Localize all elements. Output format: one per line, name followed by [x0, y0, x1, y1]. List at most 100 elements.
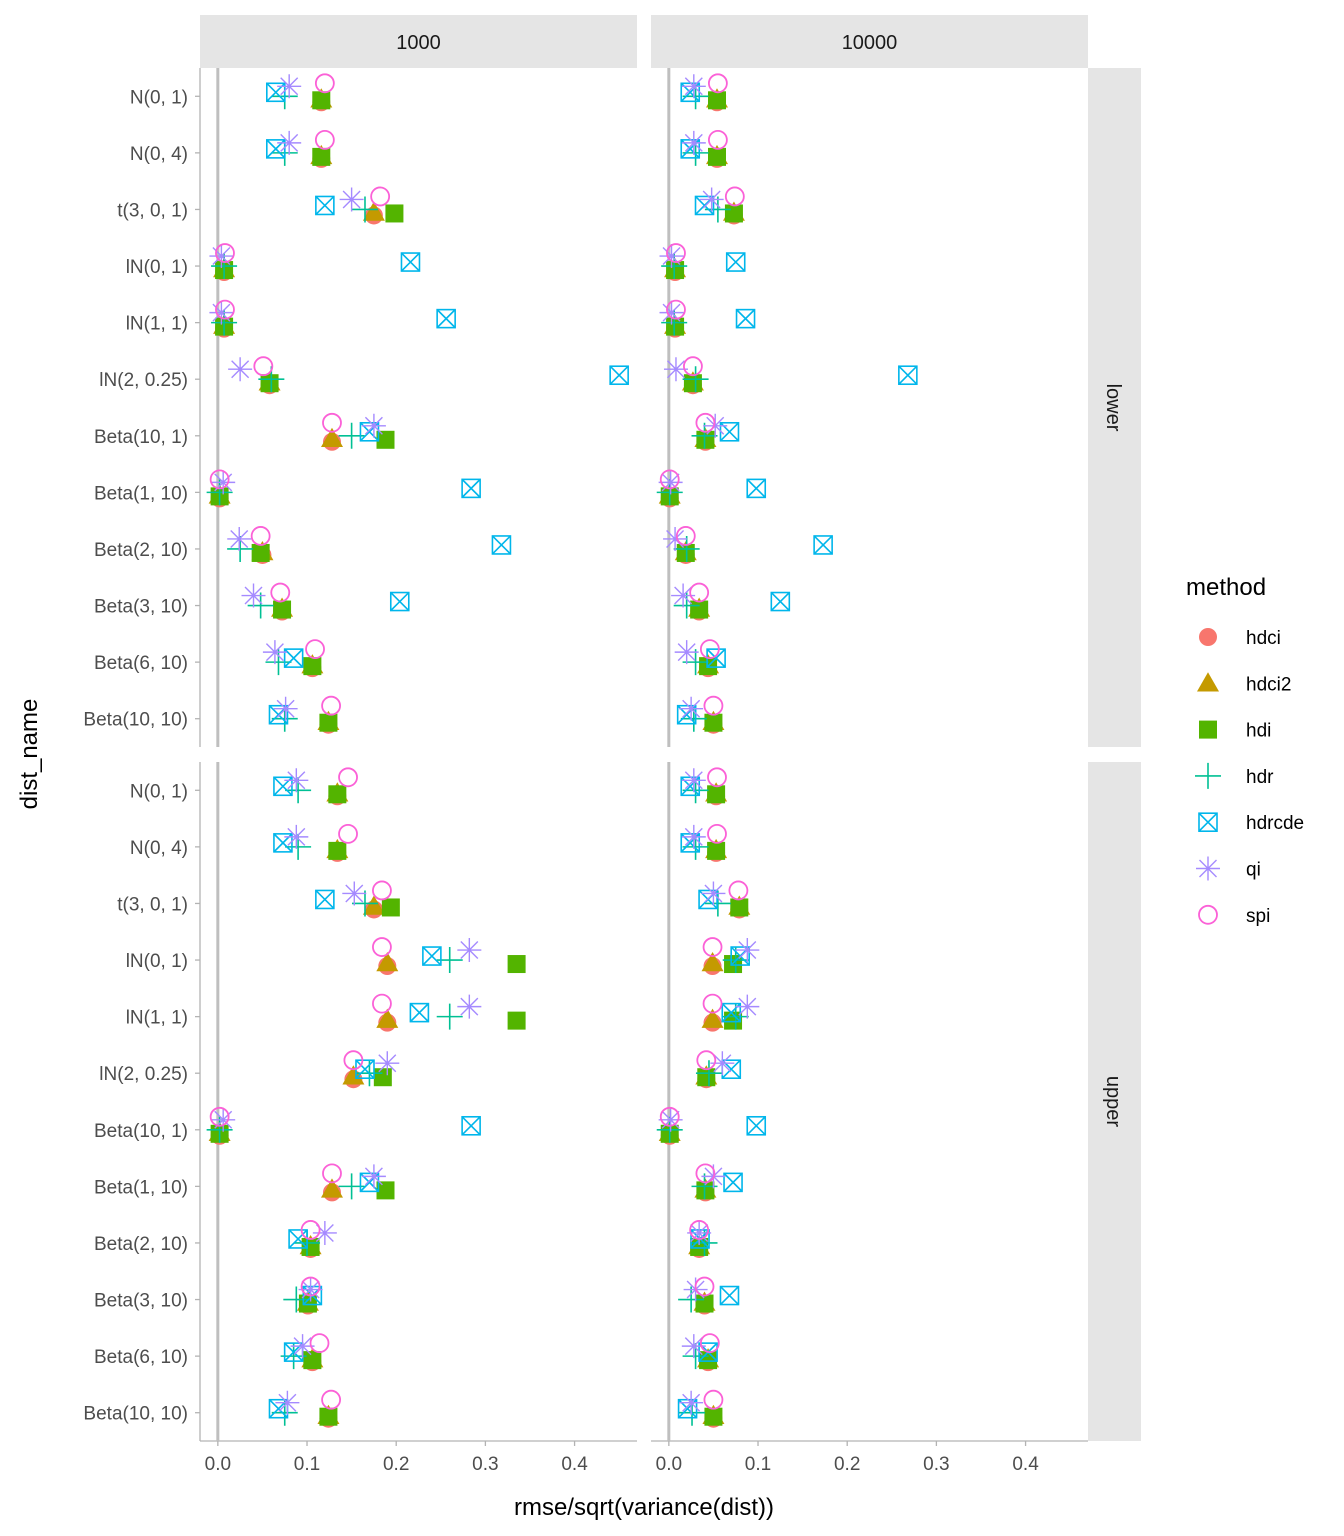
y-tick-label: lN(1, 1)	[126, 1008, 188, 1029]
legend-key-hdci-mark	[1199, 628, 1217, 646]
point-spi-mark	[702, 937, 723, 957]
point-hdrcde	[422, 946, 442, 966]
point-spi-mark	[694, 1276, 715, 1297]
point-spi	[695, 1163, 716, 1184]
point-hdrcde	[283, 648, 304, 668]
point-spi	[215, 299, 235, 320]
point-qi-mark	[710, 1051, 735, 1076]
legend-item-hdi: hdi	[1199, 720, 1271, 742]
point-qi	[277, 130, 302, 155]
legend-key-qi-mark	[1196, 856, 1220, 881]
point-spi-mark	[309, 1333, 330, 1354]
point-qi-mark	[227, 526, 252, 551]
point-hdi	[704, 1407, 723, 1426]
point-qi-mark	[663, 526, 688, 551]
point-qi	[735, 938, 760, 963]
point-spi-mark	[209, 1106, 230, 1127]
point-hdrcde-mark	[266, 82, 286, 103]
legend-key-hdi-mark	[1199, 720, 1217, 739]
y-tick-label: Beta(1, 10)	[94, 1177, 188, 1198]
point-qi-mark	[275, 1390, 300, 1415]
point-qi-mark	[339, 187, 364, 212]
x-tick-labels-1000: 0.0 0.1 0.2 0.3 0.4	[205, 1441, 588, 1475]
point-spi	[666, 299, 686, 320]
point-spi-mark	[250, 526, 271, 546]
point-hdr-mark	[680, 705, 707, 732]
point-hdi-mark	[704, 713, 723, 732]
point-qi-mark	[457, 938, 482, 963]
point-spi-mark	[683, 356, 703, 377]
point-qi-mark	[681, 768, 706, 793]
y-tick-label: lN(0, 1)	[126, 257, 188, 278]
point-hdi-mark	[319, 713, 338, 732]
point-hdrcde-mark	[273, 833, 293, 853]
point-qi	[663, 357, 688, 382]
point-qi	[284, 824, 309, 849]
point-spi-mark	[215, 243, 235, 263]
legend: method hdci hdci2 hdi hdr hdrcde qi spi	[1186, 574, 1304, 927]
point-spi	[322, 1163, 342, 1184]
y-tick-label: Beta(1, 10)	[94, 483, 188, 504]
point-hdr	[211, 253, 238, 280]
point-hdrcde	[461, 1115, 481, 1136]
point-hdrcde	[770, 591, 791, 612]
point-spi	[696, 1050, 717, 1071]
y-tick-label: lN(2, 0.25)	[99, 1064, 188, 1085]
legend-key-qi	[1196, 856, 1220, 881]
legend-key-hdrcde-mark	[1198, 812, 1218, 833]
point-qi	[681, 1334, 706, 1359]
point-qi-mark	[703, 413, 728, 438]
point-qi	[457, 994, 482, 1019]
point-hdi-mark	[707, 147, 726, 166]
x-tick-label: 0.1	[745, 1454, 771, 1475]
point-spi	[724, 186, 745, 207]
point-hdrcde-cross	[288, 1229, 308, 1249]
point-hdi-mark	[376, 430, 395, 449]
y-tick-labels-upper: N(0, 1) N(0, 4) t(3, 0, 1) lN(0, 1) lN(1, 1)…	[83, 781, 200, 1425]
point-hdi-mark	[707, 841, 726, 860]
point-hdi	[695, 1294, 714, 1313]
legend-item-spi: spi	[1198, 904, 1270, 927]
legend-title: method	[1186, 574, 1266, 601]
point-hdi-mark	[704, 1407, 723, 1426]
point-qi-mark	[671, 583, 696, 608]
point-hdrcde-mark	[690, 1229, 710, 1249]
point-spi	[728, 880, 749, 901]
legend-key-hdr	[1195, 762, 1221, 789]
point-hdrcde-cross	[315, 195, 335, 216]
point-hdci2-mark	[362, 895, 385, 915]
point-hdrcde-mark	[609, 365, 629, 386]
point-spi	[694, 1276, 715, 1297]
point-hdrcde	[725, 252, 746, 272]
point-spi-mark	[699, 639, 720, 660]
point-hdi	[376, 1181, 395, 1200]
point-qi-mark	[284, 824, 309, 849]
point-spi-mark	[370, 186, 391, 207]
point-spi-mark	[707, 73, 728, 94]
point-hdi-mark	[707, 785, 726, 804]
panel-1000-upper	[206, 767, 526, 1428]
legend-key-hdci2-mark	[1197, 672, 1219, 692]
point-hdrcde	[898, 365, 918, 386]
point-hdr-mark	[673, 535, 700, 562]
point-spi	[675, 526, 696, 546]
point-hdr	[211, 309, 238, 336]
point-hdi-mark	[251, 543, 270, 562]
point-hdi	[707, 91, 726, 110]
point-qi	[658, 1107, 683, 1132]
point-qi	[361, 413, 386, 438]
legend-key-hdi	[1199, 720, 1217, 739]
y-tick-label: N(0, 1)	[130, 781, 188, 802]
point-hdr-mark	[351, 196, 378, 223]
point-spi-mark	[707, 129, 728, 150]
point-hdrcde-cross	[719, 1285, 740, 1306]
point-qi-mark	[228, 357, 253, 382]
legend-item-hdci: hdci	[1199, 628, 1281, 649]
y-tick-label: Beta(10, 1)	[94, 1121, 188, 1142]
point-hdrcde-cross	[315, 889, 335, 910]
point-qi-mark	[687, 1220, 712, 1245]
point-hdci2	[376, 952, 399, 972]
y-tick-label: Beta(2, 10)	[94, 1234, 188, 1255]
point-spi-mark	[322, 1163, 342, 1184]
point-hdi	[724, 204, 743, 223]
